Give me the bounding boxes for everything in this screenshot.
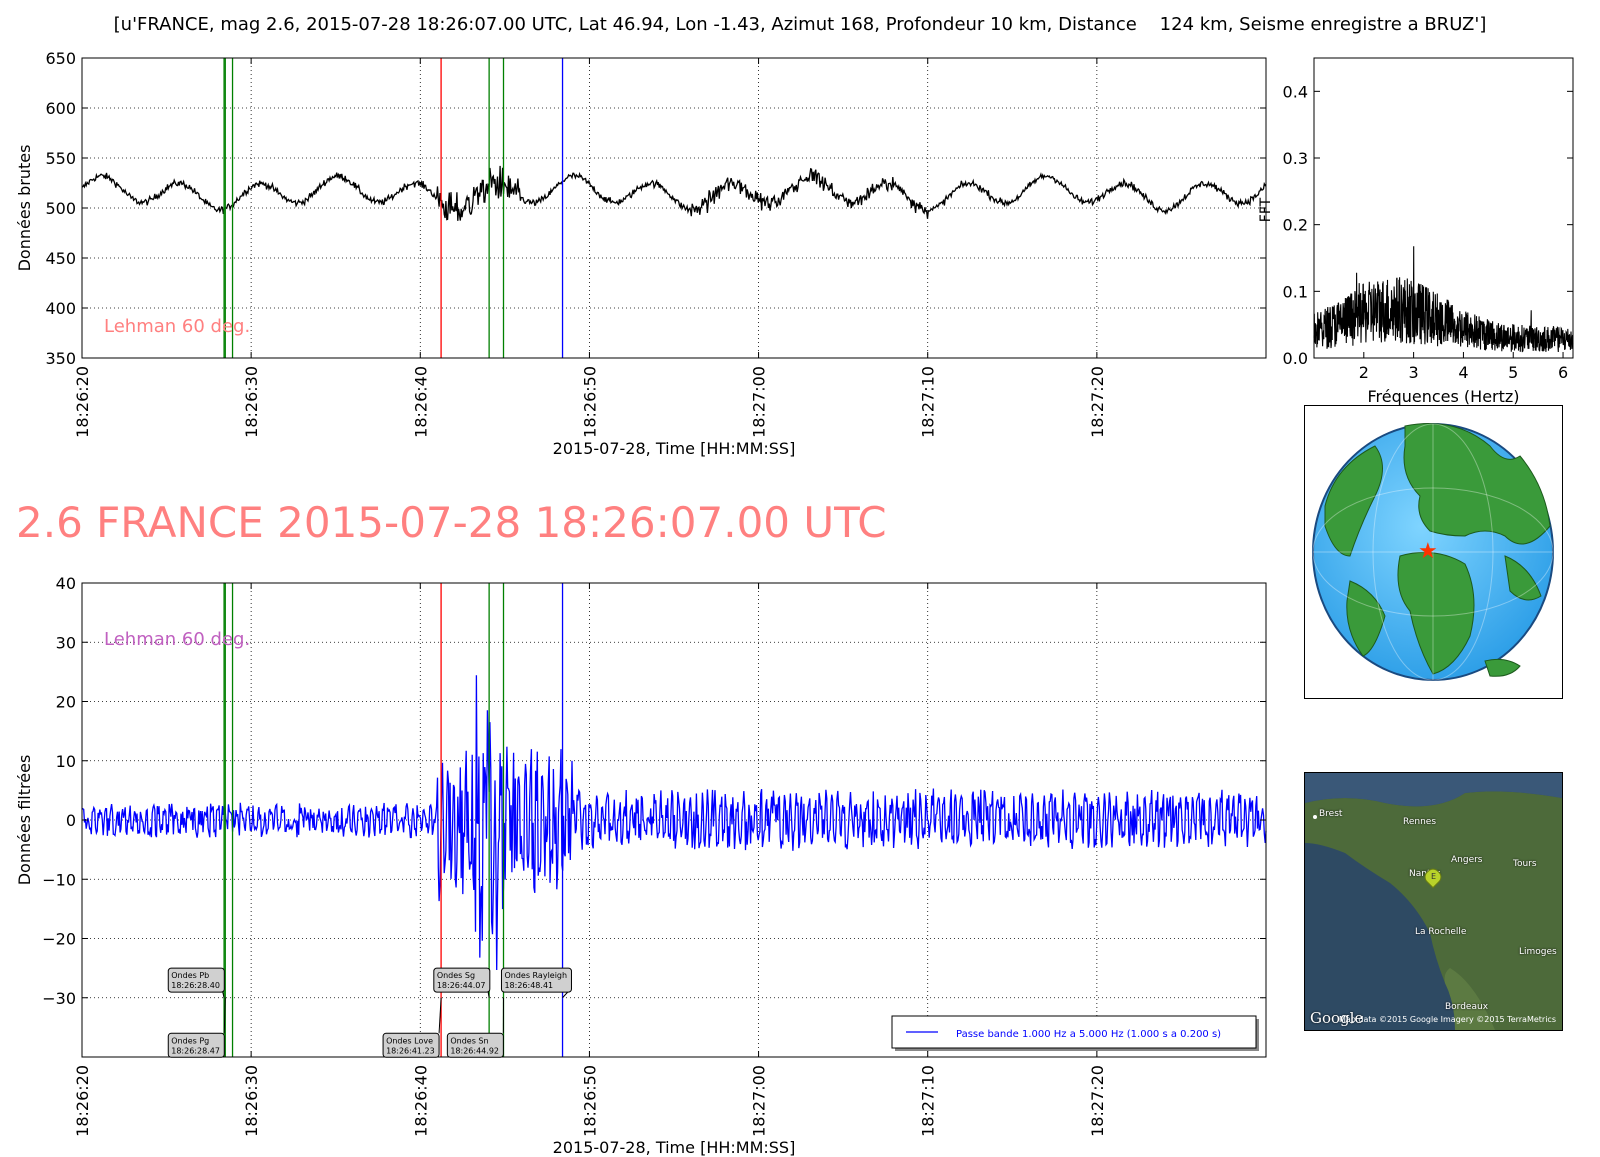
regional-map [1305, 773, 1562, 1030]
map-city-label: Angers [1451, 855, 1483, 865]
x-tick-label: 18:26:50 [580, 1065, 599, 1137]
y-tick-label: 0 [66, 811, 76, 830]
phase-annotation-box [500, 967, 572, 993]
y-tick-label: 0.3 [1283, 149, 1308, 168]
globe-graticule [1312, 423, 1554, 681]
y-tick-label: 450 [45, 249, 76, 268]
phase-annotation-time: 18:26:44.92 [450, 1046, 499, 1055]
y-tick-label: 350 [45, 349, 76, 368]
globe-panel: ★ [1304, 405, 1563, 699]
x-tick-label: 5 [1508, 363, 1518, 382]
x-axis-label: Fréquences (Hertz) [1367, 387, 1519, 406]
y-tick-label: 0.1 [1283, 282, 1308, 301]
phase-annotation-label: Ondes Sg [437, 971, 475, 980]
y-axis-label: Données filtrées [15, 755, 34, 886]
x-tick-label: 18:26:20 [73, 366, 92, 438]
x-tick-label: 3 [1409, 363, 1419, 382]
phase-annotation-time: 18:26:41.23 [386, 1046, 435, 1055]
x-tick-label: 4 [1458, 363, 1468, 382]
y-tick-label: 10 [56, 752, 76, 771]
trace-line [81, 675, 1267, 971]
fft-chart: 0.0 0.1 0.2 0.3 0.4 2 3 4 5 6 Fréquences (Hertz) FF… [1258, 57, 1574, 406]
google-logo: Google [1310, 1009, 1364, 1027]
phase-annotation-box [382, 1032, 440, 1058]
y-tick-label: 20 [56, 693, 76, 712]
map-city-label: Limoges [1519, 947, 1557, 957]
y-tick-label: 30 [56, 633, 76, 652]
map-credit: Map data ©2015 Google Imagery ©2015 Terr… [1339, 1015, 1556, 1024]
phase-arrow [223, 997, 226, 1034]
y-tick-label: 550 [45, 149, 76, 168]
phase-annotation-time: 18:26:28.47 [171, 1046, 220, 1055]
regional-map-panel: Brest Rennes Angers Tours Nantes La Roch… [1304, 772, 1563, 1031]
phase-annotation-box [167, 1032, 225, 1058]
x-tick-label: 18:27:20 [1088, 1065, 1107, 1137]
map-pin-letter: E [1431, 872, 1437, 881]
phase-annotation-label: Ondes Sn [450, 1036, 488, 1045]
x-tick-label: 18:26:40 [411, 366, 430, 438]
y-tick-label: 650 [45, 49, 76, 68]
x-tick-label: 18:27:10 [919, 1065, 938, 1137]
x-tick-label: 18:26:20 [73, 1065, 92, 1137]
phase-annotation-label: Ondes Love [386, 1036, 433, 1045]
trace-line [81, 165, 1267, 221]
y-tick-label: 40 [56, 574, 76, 593]
x-tick-label: 18:26:50 [580, 366, 599, 438]
legend-box [891, 1015, 1257, 1049]
y-tick-label: 600 [45, 99, 76, 118]
fft-trace-line [1313, 246, 1574, 353]
event-headline: 2.6 FRANCE 2015-07-28 18:26:07.00 UTC [16, 498, 887, 547]
y-tick-label: 500 [45, 199, 76, 218]
map-city-label: Tours [1513, 859, 1537, 869]
phase-arrow [438, 997, 442, 1034]
y-tick-label: −20 [42, 930, 76, 949]
x-tick-label: 18:26:30 [242, 1065, 261, 1137]
x-tick-label: 18:27:00 [750, 366, 769, 438]
lehman-annotation: Lehman 60 deg. [104, 316, 250, 337]
map-city-label: Rennes [1403, 817, 1437, 827]
x-tick-label: 18:27:20 [1088, 366, 1107, 438]
map-city-label: Bordeaux [1445, 1002, 1489, 1012]
y-axis-label: FFT [1258, 197, 1274, 222]
x-tick-label: 18:26:30 [242, 366, 261, 438]
globe-continents [1324, 423, 1551, 677]
y-axis-label: Données brutes [15, 145, 34, 272]
x-axis-label: 2015-07-28, Time [HH:MM:SS] [553, 1138, 796, 1157]
map-city-label: La Rochelle [1415, 927, 1467, 937]
phase-annotation-time: 18:26:44.07 [437, 981, 486, 990]
phase-annotation-box [167, 967, 225, 993]
x-axis-label: 2015-07-28, Time [HH:MM:SS] [553, 439, 796, 458]
plot-frame [1313, 57, 1574, 359]
x-tick-label: 18:26:40 [411, 1065, 430, 1137]
epicenter-star-icon: ★ [1418, 539, 1438, 564]
y-tick-label: 0.4 [1283, 82, 1308, 101]
phase-annotation-time: 18:26:48.41 [504, 981, 553, 990]
y-tick-label: 0.0 [1283, 349, 1308, 368]
legend-label: Passe bande 1.000 Hz a 5.000 Hz (1.000 s… [956, 1029, 1221, 1040]
globe-map: ★ [1312, 423, 1554, 681]
phase-annotation-label: Ondes Rayleigh [504, 971, 567, 980]
phase-annotation-box [433, 967, 491, 993]
x-tick-label: 6 [1558, 363, 1568, 382]
lehman-annotation: Lehman 60 deg. [104, 629, 250, 650]
y-tick-label: −10 [42, 870, 76, 889]
x-tick-label: 2 [1359, 363, 1369, 382]
y-tick-label: −30 [42, 989, 76, 1008]
phase-annotation-label: Ondes Pb [171, 971, 209, 980]
figure-title: [u'FRANCE, mag 2.6, 2015-07-28 18:26:07.… [113, 14, 1487, 35]
phase-annotation-box [446, 1032, 504, 1058]
x-tick-label: 18:27:00 [750, 1065, 769, 1137]
filtered-data-chart: Lehman 60 deg. −30 −20 −10 0 10 20 30 40 18:26:20… [15, 574, 1267, 1157]
y-tick-label: 400 [45, 299, 76, 318]
y-tick-label: 0.2 [1283, 216, 1308, 235]
phase-annotation-label: Ondes Pg [171, 1036, 209, 1045]
phase-annotation-time: 18:26:28.40 [171, 981, 220, 990]
map-city-label: Brest [1319, 809, 1343, 819]
raw-data-chart: Lehman 60 deg. 350 400 450 500 550 600 650 18:26… [15, 49, 1267, 458]
map-city-dot [1313, 815, 1317, 819]
map-land [1305, 791, 1562, 1030]
x-tick-label: 18:27:10 [919, 366, 938, 438]
